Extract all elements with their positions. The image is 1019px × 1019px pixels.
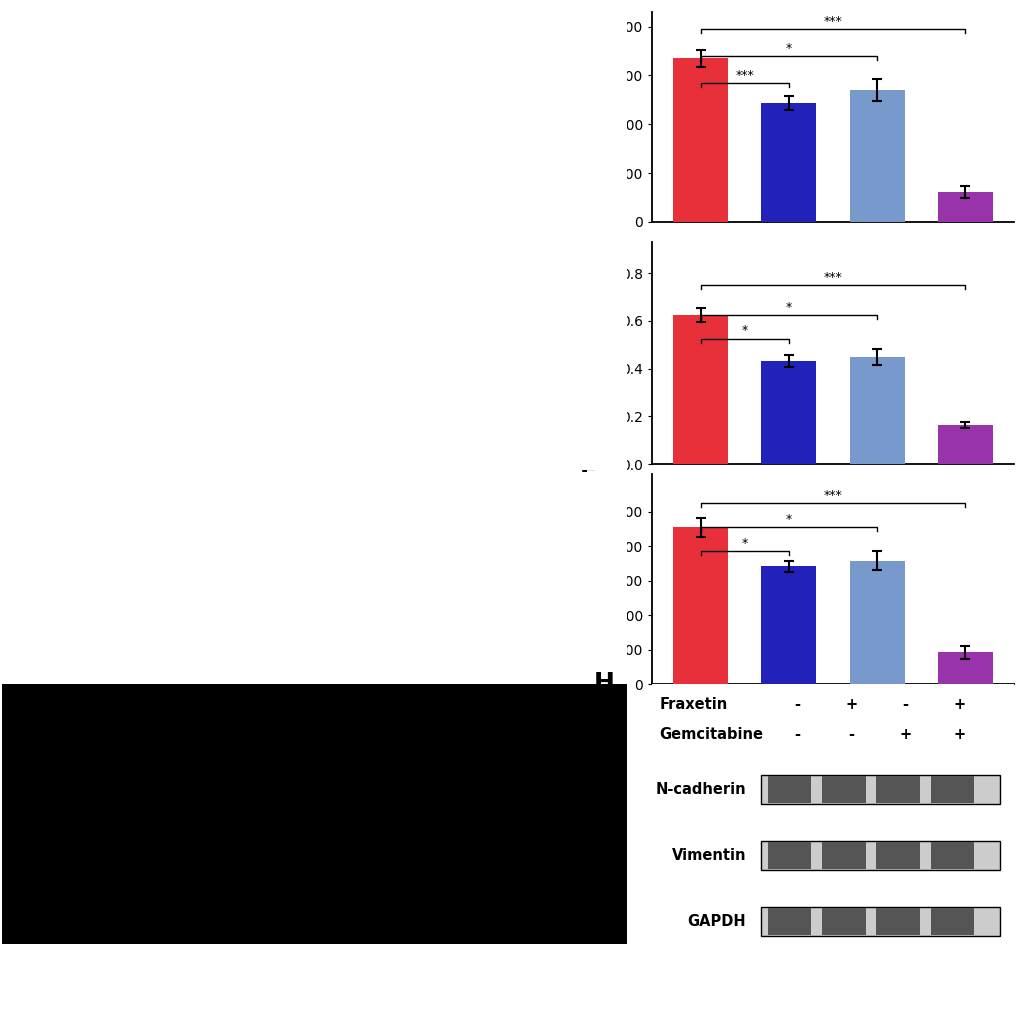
Text: ***: *** (735, 68, 753, 82)
Text: +: + (959, 269, 970, 284)
Bar (937, 652, 991, 684)
Text: *: * (741, 537, 747, 550)
Text: Fraxetin: Fraxetin (654, 706, 722, 720)
Text: Gemcitabine: Gemcitabine (654, 731, 758, 746)
Text: +: + (959, 487, 970, 502)
FancyBboxPatch shape (821, 776, 865, 803)
FancyBboxPatch shape (929, 908, 973, 935)
Text: ***: *** (822, 489, 842, 502)
Text: Gemcitabine: Gemcitabine (654, 269, 758, 284)
FancyBboxPatch shape (767, 842, 810, 869)
FancyBboxPatch shape (760, 841, 999, 870)
Text: +: + (899, 727, 911, 742)
Bar (761, 361, 815, 464)
Text: -: - (902, 697, 908, 712)
Text: N-cadherin: N-cadherin (655, 783, 745, 797)
Text: D: D (579, 233, 599, 257)
Bar (761, 567, 815, 684)
Text: ***: *** (822, 15, 842, 28)
Text: +: + (953, 727, 965, 742)
Text: B: B (579, 4, 598, 28)
Text: -: - (697, 515, 703, 529)
FancyBboxPatch shape (875, 842, 919, 869)
Bar (849, 90, 904, 222)
Text: +: + (870, 731, 882, 746)
FancyBboxPatch shape (821, 908, 865, 935)
Text: -: - (793, 727, 799, 742)
Text: *: * (785, 301, 791, 314)
Text: +: + (782, 706, 794, 720)
Text: -: - (697, 731, 703, 746)
Bar (673, 315, 728, 464)
Text: +: + (953, 697, 965, 712)
Text: +: + (959, 706, 970, 720)
Text: -: - (697, 706, 703, 720)
Text: -: - (785, 731, 791, 746)
Text: +: + (959, 731, 970, 746)
Text: Gemcitabine: Gemcitabine (654, 515, 758, 529)
FancyBboxPatch shape (929, 842, 973, 869)
FancyBboxPatch shape (760, 774, 999, 804)
FancyBboxPatch shape (760, 907, 999, 936)
Text: -: - (873, 487, 879, 502)
Text: +: + (844, 697, 856, 712)
Text: +: + (782, 244, 794, 259)
Text: Vimentin: Vimentin (671, 848, 745, 863)
Text: *: * (741, 324, 747, 337)
Text: *: * (785, 514, 791, 526)
Text: ***: *** (822, 271, 842, 283)
Y-axis label: Number of colonies: Number of colonies (597, 34, 611, 200)
FancyBboxPatch shape (875, 776, 919, 803)
Bar (673, 58, 728, 222)
Bar (673, 528, 728, 684)
FancyBboxPatch shape (767, 776, 810, 803)
Text: GAPDH: GAPDH (687, 914, 745, 929)
Y-axis label: Invasion cell number: Invasion cell number (597, 489, 611, 668)
Text: -: - (785, 269, 791, 284)
Text: -: - (697, 487, 703, 502)
FancyBboxPatch shape (929, 776, 973, 803)
Text: Fraxetin: Fraxetin (658, 697, 727, 712)
Bar (937, 192, 991, 222)
Text: *: * (785, 42, 791, 55)
Text: -: - (847, 727, 853, 742)
Text: -: - (873, 244, 879, 259)
Text: -: - (873, 706, 879, 720)
Text: +: + (959, 244, 970, 259)
Text: -: - (697, 244, 703, 259)
Text: -: - (785, 515, 791, 529)
Bar (937, 425, 991, 464)
Text: H: H (593, 671, 614, 695)
Text: Fraxetin: Fraxetin (654, 244, 722, 259)
Text: Fraxetin: Fraxetin (654, 487, 722, 502)
Text: +: + (959, 515, 970, 529)
Text: Gemcitabine: Gemcitabine (658, 727, 762, 742)
FancyBboxPatch shape (875, 908, 919, 935)
Text: F: F (579, 466, 596, 489)
Text: -: - (697, 269, 703, 284)
Text: +: + (870, 269, 882, 284)
FancyBboxPatch shape (767, 908, 810, 935)
Y-axis label: Cell mobility: Cell mobility (601, 300, 616, 407)
Bar (849, 357, 904, 464)
Text: +: + (870, 515, 882, 529)
Text: +: + (782, 487, 794, 502)
Text: -: - (793, 697, 799, 712)
FancyBboxPatch shape (821, 842, 865, 869)
Bar (761, 103, 815, 222)
Bar (849, 560, 904, 684)
